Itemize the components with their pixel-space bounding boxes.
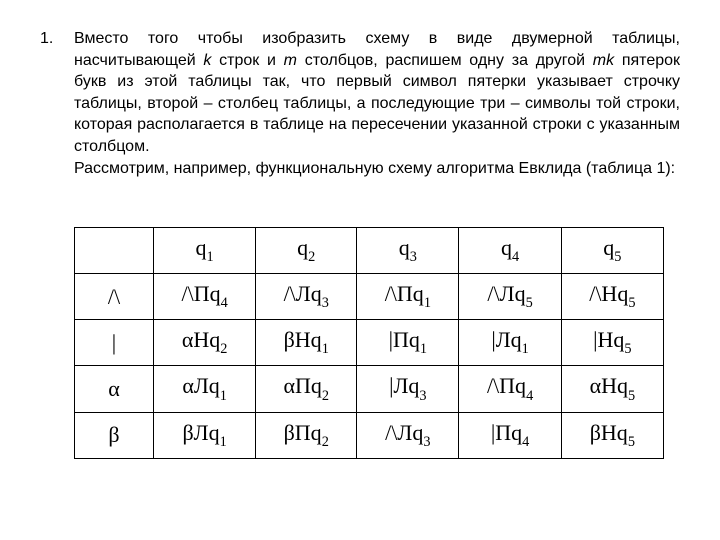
- col-sub: 3: [410, 249, 417, 265]
- cell: |Нq5: [561, 320, 663, 366]
- col-sub: 5: [614, 249, 621, 265]
- cell-pre: /\Лq: [284, 281, 322, 306]
- cell-sub: 3: [322, 295, 329, 311]
- cell: /\Пq1: [357, 274, 459, 320]
- cell-pre: |Лq: [491, 327, 521, 352]
- cell-sub: 5: [624, 341, 631, 357]
- col-header: q3: [357, 228, 459, 274]
- col-base: q: [196, 235, 207, 260]
- var-m: m: [284, 52, 297, 69]
- cell: αНq5: [561, 366, 663, 412]
- cell: |Лq3: [357, 366, 459, 412]
- cell-pre: βНq: [284, 327, 322, 352]
- col-sub: 2: [308, 249, 315, 265]
- row-header: α: [75, 366, 154, 412]
- cell-sub: 4: [221, 295, 228, 311]
- cell-pre: |Пq: [491, 420, 522, 445]
- cell-sub: 2: [322, 434, 329, 450]
- cell: /\Лq3: [256, 274, 357, 320]
- cell: βНq1: [256, 320, 357, 366]
- cell-sub: 2: [220, 341, 227, 357]
- cell: αПq2: [256, 366, 357, 412]
- col-base: q: [297, 235, 308, 260]
- table-row: β βЛq1 βПq2 /\Лq3 |Пq4 βНq5: [75, 412, 664, 458]
- cell-pre: αНq: [182, 327, 220, 352]
- table-wrap: q1 q2 q3 q4 q5 /\ /\Пq4 /\Лq3 /\Пq1 /\Лq…: [74, 227, 680, 459]
- cell: |Лq1: [459, 320, 561, 366]
- col-header: q2: [256, 228, 357, 274]
- cell-sub: 1: [322, 341, 329, 357]
- cell: |Пq4: [459, 412, 561, 458]
- cell-pre: αЛq: [182, 373, 219, 398]
- row-header: |: [75, 320, 154, 366]
- cell-sub: 5: [628, 434, 635, 450]
- cell-sub: 3: [423, 434, 430, 450]
- table-header-row: q1 q2 q3 q4 q5: [75, 228, 664, 274]
- cell-pre: βЛq: [182, 420, 219, 445]
- cell-pre: |Лq: [389, 373, 419, 398]
- cell: /\Нq5: [561, 274, 663, 320]
- cell-sub: 5: [628, 388, 635, 404]
- table-row: | αНq2 βНq1 |Пq1 |Лq1 |Нq5: [75, 320, 664, 366]
- cell-pre: αПq: [283, 373, 321, 398]
- cell: /\Лq3: [357, 412, 459, 458]
- row-header: β: [75, 412, 154, 458]
- cell-sub: 1: [420, 341, 427, 357]
- cell-pre: |Пq: [389, 327, 420, 352]
- cell-pre: βНq: [590, 420, 628, 445]
- cell-pre: αНq: [590, 373, 628, 398]
- cell-pre: /\Пq: [487, 373, 526, 398]
- cell-sub: 4: [522, 434, 529, 450]
- cell-sub: 1: [220, 388, 227, 404]
- cell-sub: 3: [419, 388, 426, 404]
- list-item: 1. Вместо того чтобы изобразить схему в …: [40, 28, 680, 179]
- cell-sub: 5: [526, 295, 533, 311]
- cell-sub: 1: [522, 341, 529, 357]
- cell: /\Лq5: [459, 274, 561, 320]
- col-header: q5: [561, 228, 663, 274]
- paragraph-text-2: строк и: [211, 52, 283, 69]
- cell-sub: 2: [322, 388, 329, 404]
- col-base: q: [399, 235, 410, 260]
- cell: αНq2: [154, 320, 256, 366]
- list-number: 1.: [40, 28, 74, 50]
- cell-sub: 4: [526, 388, 533, 404]
- col-sub: 1: [207, 249, 214, 265]
- cell: βНq5: [561, 412, 663, 458]
- row-header: /\: [75, 274, 154, 320]
- cell-pre: /\Нq: [589, 281, 628, 306]
- table-body: /\ /\Пq4 /\Лq3 /\Пq1 /\Лq5 /\Нq5 | αНq2 …: [75, 274, 664, 458]
- col-base: q: [501, 235, 512, 260]
- cell: βЛq1: [154, 412, 256, 458]
- cell: /\Пq4: [154, 274, 256, 320]
- cell-pre: /\Пq: [181, 281, 220, 306]
- cell: |Пq1: [357, 320, 459, 366]
- table-row: α αЛq1 αПq2 |Лq3 /\Пq4 αНq5: [75, 366, 664, 412]
- cell-sub: 1: [220, 434, 227, 450]
- table-row: /\ /\Пq4 /\Лq3 /\Пq1 /\Лq5 /\Нq5: [75, 274, 664, 320]
- page: 1. Вместо того чтобы изобразить схему в …: [0, 0, 720, 479]
- cell: /\Пq4: [459, 366, 561, 412]
- cell-pre: |Нq: [593, 327, 624, 352]
- var-mk: mk: [593, 52, 614, 69]
- col-base: q: [603, 235, 614, 260]
- algorithm-table: q1 q2 q3 q4 q5 /\ /\Пq4 /\Лq3 /\Пq1 /\Лq…: [74, 227, 664, 459]
- cell-pre: /\Лq: [385, 420, 423, 445]
- cell-sub: 1: [424, 295, 431, 311]
- cell-sub: 5: [628, 295, 635, 311]
- col-header: q4: [459, 228, 561, 274]
- cell-pre: /\Лq: [487, 281, 525, 306]
- cell-pre: βПq: [284, 420, 322, 445]
- col-header: q1: [154, 228, 256, 274]
- table-corner: [75, 228, 154, 274]
- paragraph-text-3: столбцов, распишем одну за другой: [297, 52, 593, 69]
- col-sub: 4: [512, 249, 519, 265]
- cell-pre: /\Пq: [385, 281, 424, 306]
- cell: βПq2: [256, 412, 357, 458]
- cell: αЛq1: [154, 366, 256, 412]
- paragraph-text-5: Рассмотрим, например, функциональную схе…: [74, 160, 675, 177]
- paragraph: Вместо того чтобы изобразить схему в вид…: [74, 28, 680, 179]
